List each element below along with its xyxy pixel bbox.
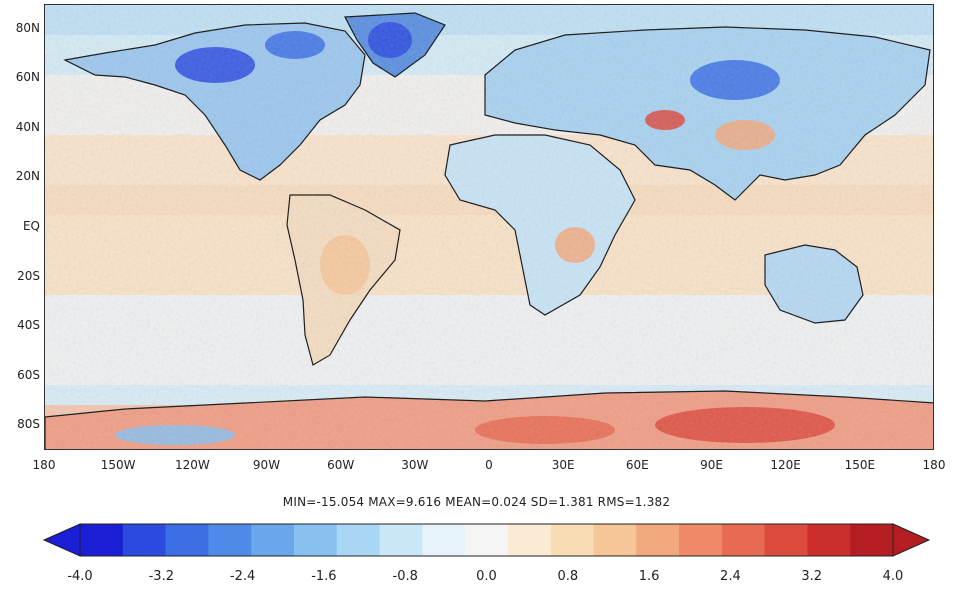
colorbar — [42, 523, 931, 557]
colorbar-tick-label: 1.6 — [638, 569, 660, 584]
colorbar-segment — [336, 524, 381, 556]
colorbar-tick-label: -0.8 — [392, 569, 418, 584]
map-panel — [44, 4, 934, 450]
colorbar-tick-label: -1.6 — [311, 569, 337, 584]
colorbar-tick-label: 0.0 — [476, 569, 497, 584]
colorbar-tick-label: -3.2 — [148, 569, 174, 584]
colorbar-frame — [79, 523, 894, 557]
colorbar-segment — [122, 524, 167, 556]
colorbar-segment — [850, 524, 894, 556]
colorbar-segment — [593, 524, 637, 556]
colorbar-segment — [293, 524, 338, 556]
colorbar-segment — [379, 524, 423, 556]
colorbar-tick-label: -4.0 — [67, 569, 93, 584]
statistics-line: MIN=-15.054 MAX=9.616 MEAN=0.024 SD=1.38… — [282, 495, 671, 509]
lon-tick-label: 30E — [551, 458, 575, 472]
lon-tick-label: 120E — [770, 458, 801, 472]
colorbar-segment — [679, 524, 723, 556]
colorbar-extend-low — [42, 523, 81, 557]
texture-overlay — [45, 5, 933, 449]
colorbar-extend-high — [892, 523, 931, 557]
lon-tick-label: 120W — [174, 458, 210, 472]
lon-tick-label: 30W — [401, 458, 429, 472]
colorbar-segment — [550, 524, 594, 556]
lon-tick-label: 90W — [252, 458, 281, 472]
lat-tick-label: 60N — [15, 70, 40, 85]
lon-tick-label: 180 — [922, 458, 946, 472]
lon-tick-label: 90E — [700, 458, 723, 472]
colorbar-tick-label: 3.2 — [801, 569, 823, 584]
lon-tick-label: 150W — [100, 458, 136, 472]
lat-tick-label: 80N — [15, 20, 40, 35]
colorbar-segment — [251, 524, 295, 556]
colorbar-segment — [165, 524, 209, 556]
lat-tick-label: 40N — [15, 119, 40, 134]
lon-tick-label: 0 — [485, 458, 493, 472]
anomaly-map — [45, 5, 933, 449]
lat-tick-label: 20S — [17, 268, 40, 283]
colorbar-segment — [507, 524, 552, 556]
lat-tick-label: EQ — [22, 219, 40, 233]
colorbar-segment — [208, 524, 252, 556]
colorbar-segment — [721, 524, 766, 556]
colorbar-segment — [80, 524, 124, 556]
lon-tick-label: 150E — [844, 458, 876, 472]
lon-tick-label: 180 — [32, 458, 56, 472]
colorbar-segment — [807, 524, 851, 556]
lat-tick-label: 80S — [17, 417, 40, 432]
colorbar-segment — [465, 524, 509, 556]
colorbar-tick-label: 4.0 — [882, 569, 904, 584]
colorbar-tick-label: 0.8 — [557, 569, 579, 584]
lon-tick-label: 60E — [625, 458, 649, 472]
lat-tick-label: 60S — [17, 367, 40, 382]
lat-tick-label: 20N — [15, 169, 40, 184]
colorbar-tick-label: 2.4 — [720, 569, 741, 584]
colorbar-segment — [422, 524, 466, 556]
lon-tick-label: 60W — [327, 458, 355, 472]
lat-tick-label: 40S — [17, 318, 40, 333]
colorbar-segment — [764, 524, 808, 556]
colorbar-segment — [636, 524, 680, 556]
colorbar-tick-label: -2.4 — [229, 569, 256, 584]
